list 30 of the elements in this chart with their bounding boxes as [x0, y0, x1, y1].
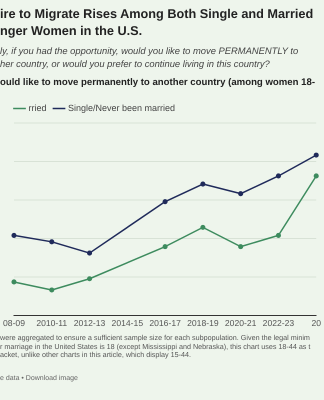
x-tick-label: 2022-23	[262, 318, 294, 328]
point	[200, 181, 206, 187]
x-tick-label: 2018-19	[187, 318, 219, 328]
x-tick-label: 2010-11	[36, 318, 68, 328]
legend-label: Single/Never been married	[68, 102, 176, 113]
text: ould like to move permanently to another country (among women 18-	[0, 77, 316, 88]
point	[238, 191, 244, 196]
point	[162, 244, 168, 250]
point	[49, 239, 54, 244]
point	[276, 232, 281, 238]
point	[276, 173, 281, 179]
x-tick-label: 08-09	[3, 318, 26, 328]
point	[87, 250, 92, 256]
x-tick-label: 20	[311, 318, 322, 328]
point	[11, 232, 17, 238]
point	[11, 279, 17, 285]
point	[314, 173, 319, 179]
point	[49, 287, 54, 293]
chart-subtitle: ly, if you had the opportunity, would you like to move PERMANENTLY to her country, or would you prefer to continue living in this country?	[0, 44, 298, 70]
point	[200, 224, 206, 230]
chart-title: ire to Migrate Rises Among Both Single and Married nger Women in the U.S.	[0, 6, 314, 40]
x-tick-label: 2016-17	[149, 318, 182, 328]
point	[238, 244, 244, 250]
point	[87, 276, 92, 282]
point	[162, 199, 168, 204]
x-tick-label: 2014-15	[112, 318, 144, 328]
point	[314, 152, 319, 158]
x-tick-label: 2020-21	[224, 318, 257, 328]
legend-label: rried	[28, 102, 47, 113]
x-tick-label: 2012-13	[74, 318, 106, 328]
